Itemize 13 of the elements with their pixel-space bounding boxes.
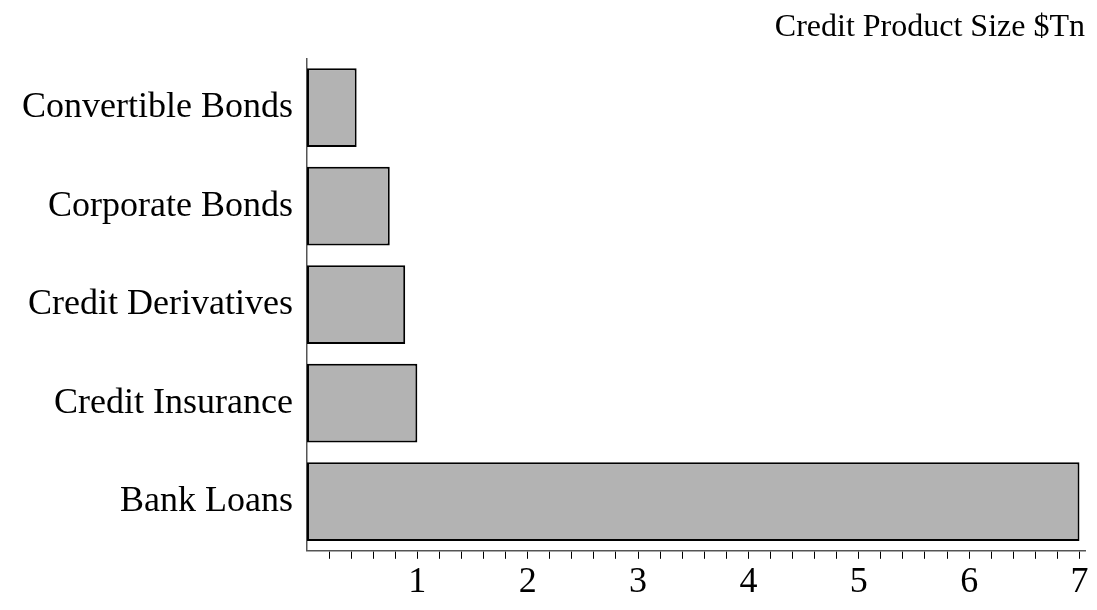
chart-title: Credit Product Size $Tn: [774, 6, 1085, 43]
x-tick-label: 3: [629, 559, 648, 600]
x-tick-label: 7: [1070, 559, 1089, 600]
y-tick-label: Credit Derivatives: [28, 282, 293, 323]
x-tick-label: 6: [960, 559, 979, 600]
y-tick-label: Convertible Bonds: [22, 85, 293, 126]
y-tick-label: Credit Insurance: [54, 380, 293, 421]
x-tick-label: 4: [739, 559, 758, 600]
x-tick-label: 1: [408, 559, 427, 600]
x-tick-label: 5: [849, 559, 868, 600]
y-tick-label: Corporate Bonds: [48, 183, 293, 224]
y-tick-label: Bank Loans: [120, 479, 293, 520]
x-tick-label: 2: [518, 559, 537, 600]
